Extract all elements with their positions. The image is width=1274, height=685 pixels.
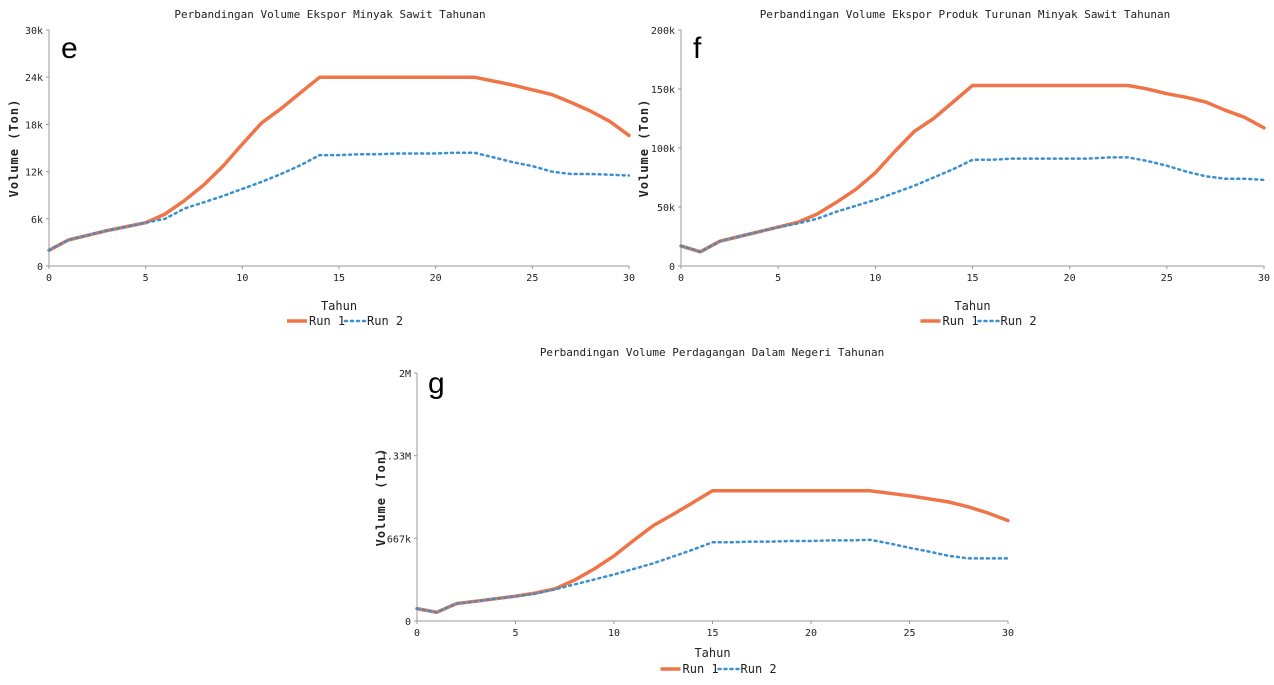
y-tick-label: 1.33M (381, 452, 411, 463)
series-line-2 (415, 538, 1010, 614)
series-line-2 (47, 151, 631, 252)
y-tick-label: 150k (651, 85, 675, 96)
x-tick-label: 15 (333, 273, 345, 284)
x-tick-label: 10 (869, 273, 881, 284)
legend-label-run-1: Run 1 (309, 314, 345, 328)
x-tick-label: 0 (678, 273, 684, 284)
panel-label: f (693, 32, 702, 65)
x-tick-label: 25 (1161, 273, 1173, 284)
x-axis-title: Tahun (321, 299, 357, 313)
y-tick-label: 12k (25, 168, 43, 179)
y-axis-title: Volume (Ton) (637, 99, 651, 198)
chart-panel-g: Perbandingan Volume Perdagangan Dalam Ne… (374, 346, 1014, 676)
x-tick-label: 10 (608, 628, 620, 639)
chart-title: Perbandingan Volume Perdagangan Dalam Ne… (540, 346, 884, 359)
x-tick-label: 15 (706, 628, 718, 639)
y-tick-label: 18k (25, 120, 43, 131)
y-tick-label: 30k (25, 26, 43, 37)
chart-title: Perbandingan Volume Ekspor Produk Turuna… (760, 8, 1171, 21)
panel-label: e (61, 32, 78, 65)
legend-label-run-1: Run 1 (943, 314, 979, 328)
legend: Run 1 Run 2 (287, 314, 403, 328)
y-tick-label: 0 (405, 617, 411, 628)
legend-label-run-2: Run 2 (1001, 314, 1037, 328)
x-tick-label: 5 (143, 273, 149, 284)
legend-label-run-1: Run 1 (683, 662, 719, 676)
series-line-1 (679, 83, 1266, 254)
x-tick-label: 5 (775, 273, 781, 284)
y-tick-label: 50k (657, 203, 675, 214)
legend: Run 1 Run 2 (660, 662, 777, 676)
y-tick-label: 667k (387, 534, 411, 545)
legend-label-run-2: Run 2 (741, 662, 777, 676)
x-tick-label: 30 (1258, 273, 1270, 284)
x-tick-label: 0 (414, 628, 420, 639)
x-tick-label: 20 (805, 628, 817, 639)
series-line-1 (415, 489, 1010, 615)
chart-panel-f: Perbandingan Volume Ekspor Produk Turuna… (637, 8, 1270, 328)
x-tick-label: 20 (1064, 273, 1076, 284)
y-tick-label: 100k (651, 144, 675, 155)
y-axis-title: Volume (Ton) (374, 448, 388, 547)
legend: Run 1 Run 2 (920, 314, 1037, 328)
panel-label: g (428, 367, 445, 400)
y-tick-label: 200k (651, 26, 675, 37)
legend-label-run-2: Run 2 (367, 314, 403, 328)
x-tick-label: 10 (236, 273, 248, 284)
x-axis-title: Tahun (954, 299, 990, 313)
y-tick-label: 6k (31, 215, 43, 226)
x-tick-label: 25 (903, 628, 915, 639)
x-tick-label: 20 (430, 273, 442, 284)
y-tick-label: 0 (37, 262, 43, 273)
x-tick-label: 25 (526, 273, 538, 284)
x-tick-label: 30 (1002, 628, 1014, 639)
x-tick-label: 15 (966, 273, 978, 284)
series-line-2 (679, 156, 1266, 254)
y-tick-label: 24k (25, 73, 43, 84)
chart-title: Perbandingan Volume Ekspor Minyak Sawit … (174, 8, 485, 21)
chart-panel-e: Perbandingan Volume Ekspor Minyak Sawit … (7, 8, 635, 328)
x-tick-label: 0 (46, 273, 52, 284)
x-axis-title: Tahun (694, 646, 730, 660)
y-axis-title: Volume (Ton) (7, 99, 21, 198)
y-tick-label: 2M (399, 369, 411, 380)
y-tick-label: 0 (669, 262, 675, 273)
x-tick-label: 30 (623, 273, 635, 284)
x-tick-label: 5 (512, 628, 518, 639)
